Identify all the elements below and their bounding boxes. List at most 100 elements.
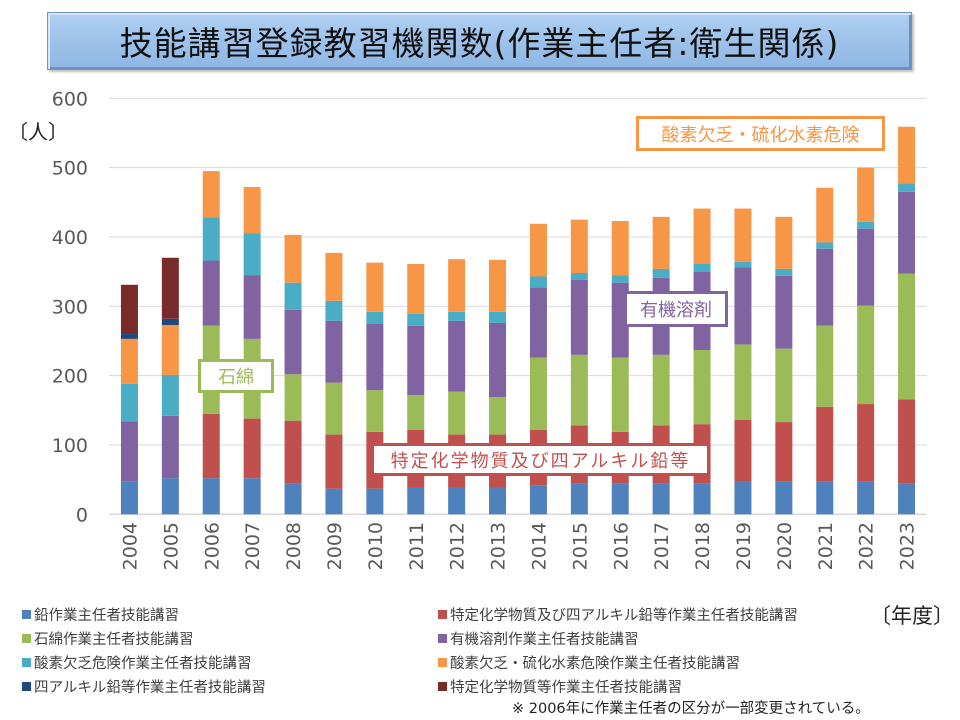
x-tick-label: 2017 bbox=[651, 522, 673, 570]
legend-item: 酸素欠乏・硫化水素危険作業主任者技能講習 bbox=[438, 652, 740, 673]
bar-segment bbox=[366, 390, 384, 432]
legend-item: 四アルキル鉛等作業主任者技能講習 bbox=[22, 676, 266, 697]
callout-tokutei-text: 特定化学物質及び四アルキル鉛等 bbox=[390, 450, 691, 472]
bar-segment bbox=[120, 481, 138, 515]
x-tick-label: 2019 bbox=[733, 522, 755, 570]
bar-segment bbox=[898, 183, 916, 192]
bar-segment bbox=[775, 216, 793, 269]
legend-label: 石綿作業主任者技能講習 bbox=[34, 632, 194, 648]
bar-segment bbox=[734, 267, 752, 345]
bar-segment bbox=[120, 383, 138, 422]
bar-segment bbox=[366, 262, 384, 312]
bar-segment bbox=[161, 478, 179, 515]
bar-segment bbox=[284, 420, 302, 484]
bar-segment bbox=[775, 481, 793, 515]
legend-swatch bbox=[22, 682, 31, 691]
bar-segment bbox=[529, 276, 547, 288]
bar-segment bbox=[325, 382, 343, 435]
callout-organic-solvent: 有機溶剤 bbox=[624, 291, 728, 327]
bar-segment bbox=[529, 357, 547, 430]
y-tick-label: 200 bbox=[52, 366, 88, 388]
bar-segment bbox=[734, 261, 752, 268]
bar-segment bbox=[898, 273, 916, 400]
y-tick-label: 500 bbox=[52, 158, 88, 180]
bar-segment bbox=[325, 252, 343, 301]
legend-swatch bbox=[22, 610, 31, 619]
bars bbox=[120, 126, 916, 515]
bar-segment bbox=[243, 275, 261, 339]
bar-segment bbox=[284, 483, 302, 515]
bar-segment bbox=[489, 322, 507, 398]
bar-segment bbox=[161, 318, 179, 326]
bar-segment bbox=[775, 268, 793, 276]
bar-segment bbox=[775, 275, 793, 349]
legend-swatch bbox=[438, 634, 447, 643]
bar-segment bbox=[161, 374, 179, 416]
bar-segment bbox=[325, 434, 343, 489]
bar-segment bbox=[570, 483, 588, 515]
bar-segment bbox=[816, 187, 834, 243]
footnote: ※ 2006年に作業主任者の区分が一部変更されている。 bbox=[512, 701, 870, 717]
bar-segment bbox=[816, 325, 834, 407]
legend-label: 酸素欠乏危険作業主任者技能講習 bbox=[34, 656, 252, 672]
callout-asbestos-text: 石綿 bbox=[218, 367, 254, 388]
y-tick-label: 400 bbox=[52, 227, 88, 249]
y-axis-ticks: 0 100 200 300 400 500 600 bbox=[52, 88, 88, 526]
legend-item: 有機溶剤作業主任者技能講習 bbox=[438, 628, 639, 649]
x-tick-label: 2007 bbox=[242, 522, 264, 570]
x-tick-label: 2006 bbox=[201, 522, 223, 570]
bar-segment bbox=[775, 348, 793, 423]
x-tick-label: 2010 bbox=[365, 522, 387, 570]
bar-segment bbox=[857, 228, 875, 306]
bar-segment bbox=[120, 284, 138, 335]
bar-segment bbox=[161, 415, 179, 479]
bar-segment bbox=[202, 260, 220, 326]
bar-segment bbox=[857, 404, 875, 482]
bar-segment bbox=[366, 488, 384, 515]
legend-item: 鉛作業主任者技能講習 bbox=[22, 604, 179, 625]
legend-swatch bbox=[438, 658, 447, 667]
bar-segment bbox=[611, 357, 629, 432]
bar-segment bbox=[570, 279, 588, 355]
bar-segment bbox=[816, 248, 834, 326]
bar-segment bbox=[693, 349, 711, 425]
x-tick-label: 2020 bbox=[774, 522, 796, 570]
bar-segment bbox=[489, 397, 507, 435]
bar-segment bbox=[366, 311, 384, 324]
bar-segment bbox=[857, 305, 875, 405]
callout-oxygen-text: 酸素欠乏・硫化水素危険 bbox=[661, 124, 860, 146]
x-tick-label: 2012 bbox=[447, 522, 469, 570]
bar-segment bbox=[366, 323, 384, 391]
legend-label: 有機溶剤作業主任者技能講習 bbox=[450, 632, 639, 648]
bar-segment bbox=[325, 488, 343, 515]
callout-asbestos: 石綿 bbox=[198, 359, 274, 393]
bar-segment bbox=[693, 483, 711, 515]
callout-oxygen-h2s: 酸素欠乏・硫化水素危険 bbox=[636, 116, 885, 151]
x-tick-label: 2016 bbox=[610, 522, 632, 570]
bar-segment bbox=[570, 219, 588, 274]
legend-label: 特定化学物質等作業主任者技能講習 bbox=[450, 680, 682, 696]
bar-segment bbox=[202, 171, 220, 218]
bar-segment bbox=[448, 391, 466, 435]
y-tick-label: 300 bbox=[52, 296, 88, 318]
bar-segment bbox=[202, 217, 220, 261]
bar-segment bbox=[734, 481, 752, 515]
x-tick-label: 2008 bbox=[283, 522, 305, 570]
bar-segment bbox=[407, 264, 425, 314]
legend-label: 酸素欠乏・硫化水素危険作業主任者技能講習 bbox=[450, 656, 740, 672]
bar-segment bbox=[243, 478, 261, 515]
x-tick-label: 2005 bbox=[160, 522, 182, 570]
legend-swatch bbox=[438, 682, 447, 691]
bar-segment bbox=[611, 483, 629, 515]
bar-segment bbox=[120, 338, 138, 384]
legend-item: 特定化学物質等作業主任者技能講習 bbox=[438, 676, 682, 697]
bar-segment bbox=[243, 187, 261, 234]
chart-title-banner: 技能講習登録教習機関数(作業主任者:衛生関係) bbox=[47, 12, 912, 70]
y-tick-label: 0 bbox=[76, 504, 88, 526]
bar-segment bbox=[652, 268, 670, 278]
bar-segment bbox=[161, 325, 179, 375]
bar-segment bbox=[857, 167, 875, 222]
bar-segment bbox=[202, 413, 220, 479]
bar-segment bbox=[693, 264, 711, 272]
